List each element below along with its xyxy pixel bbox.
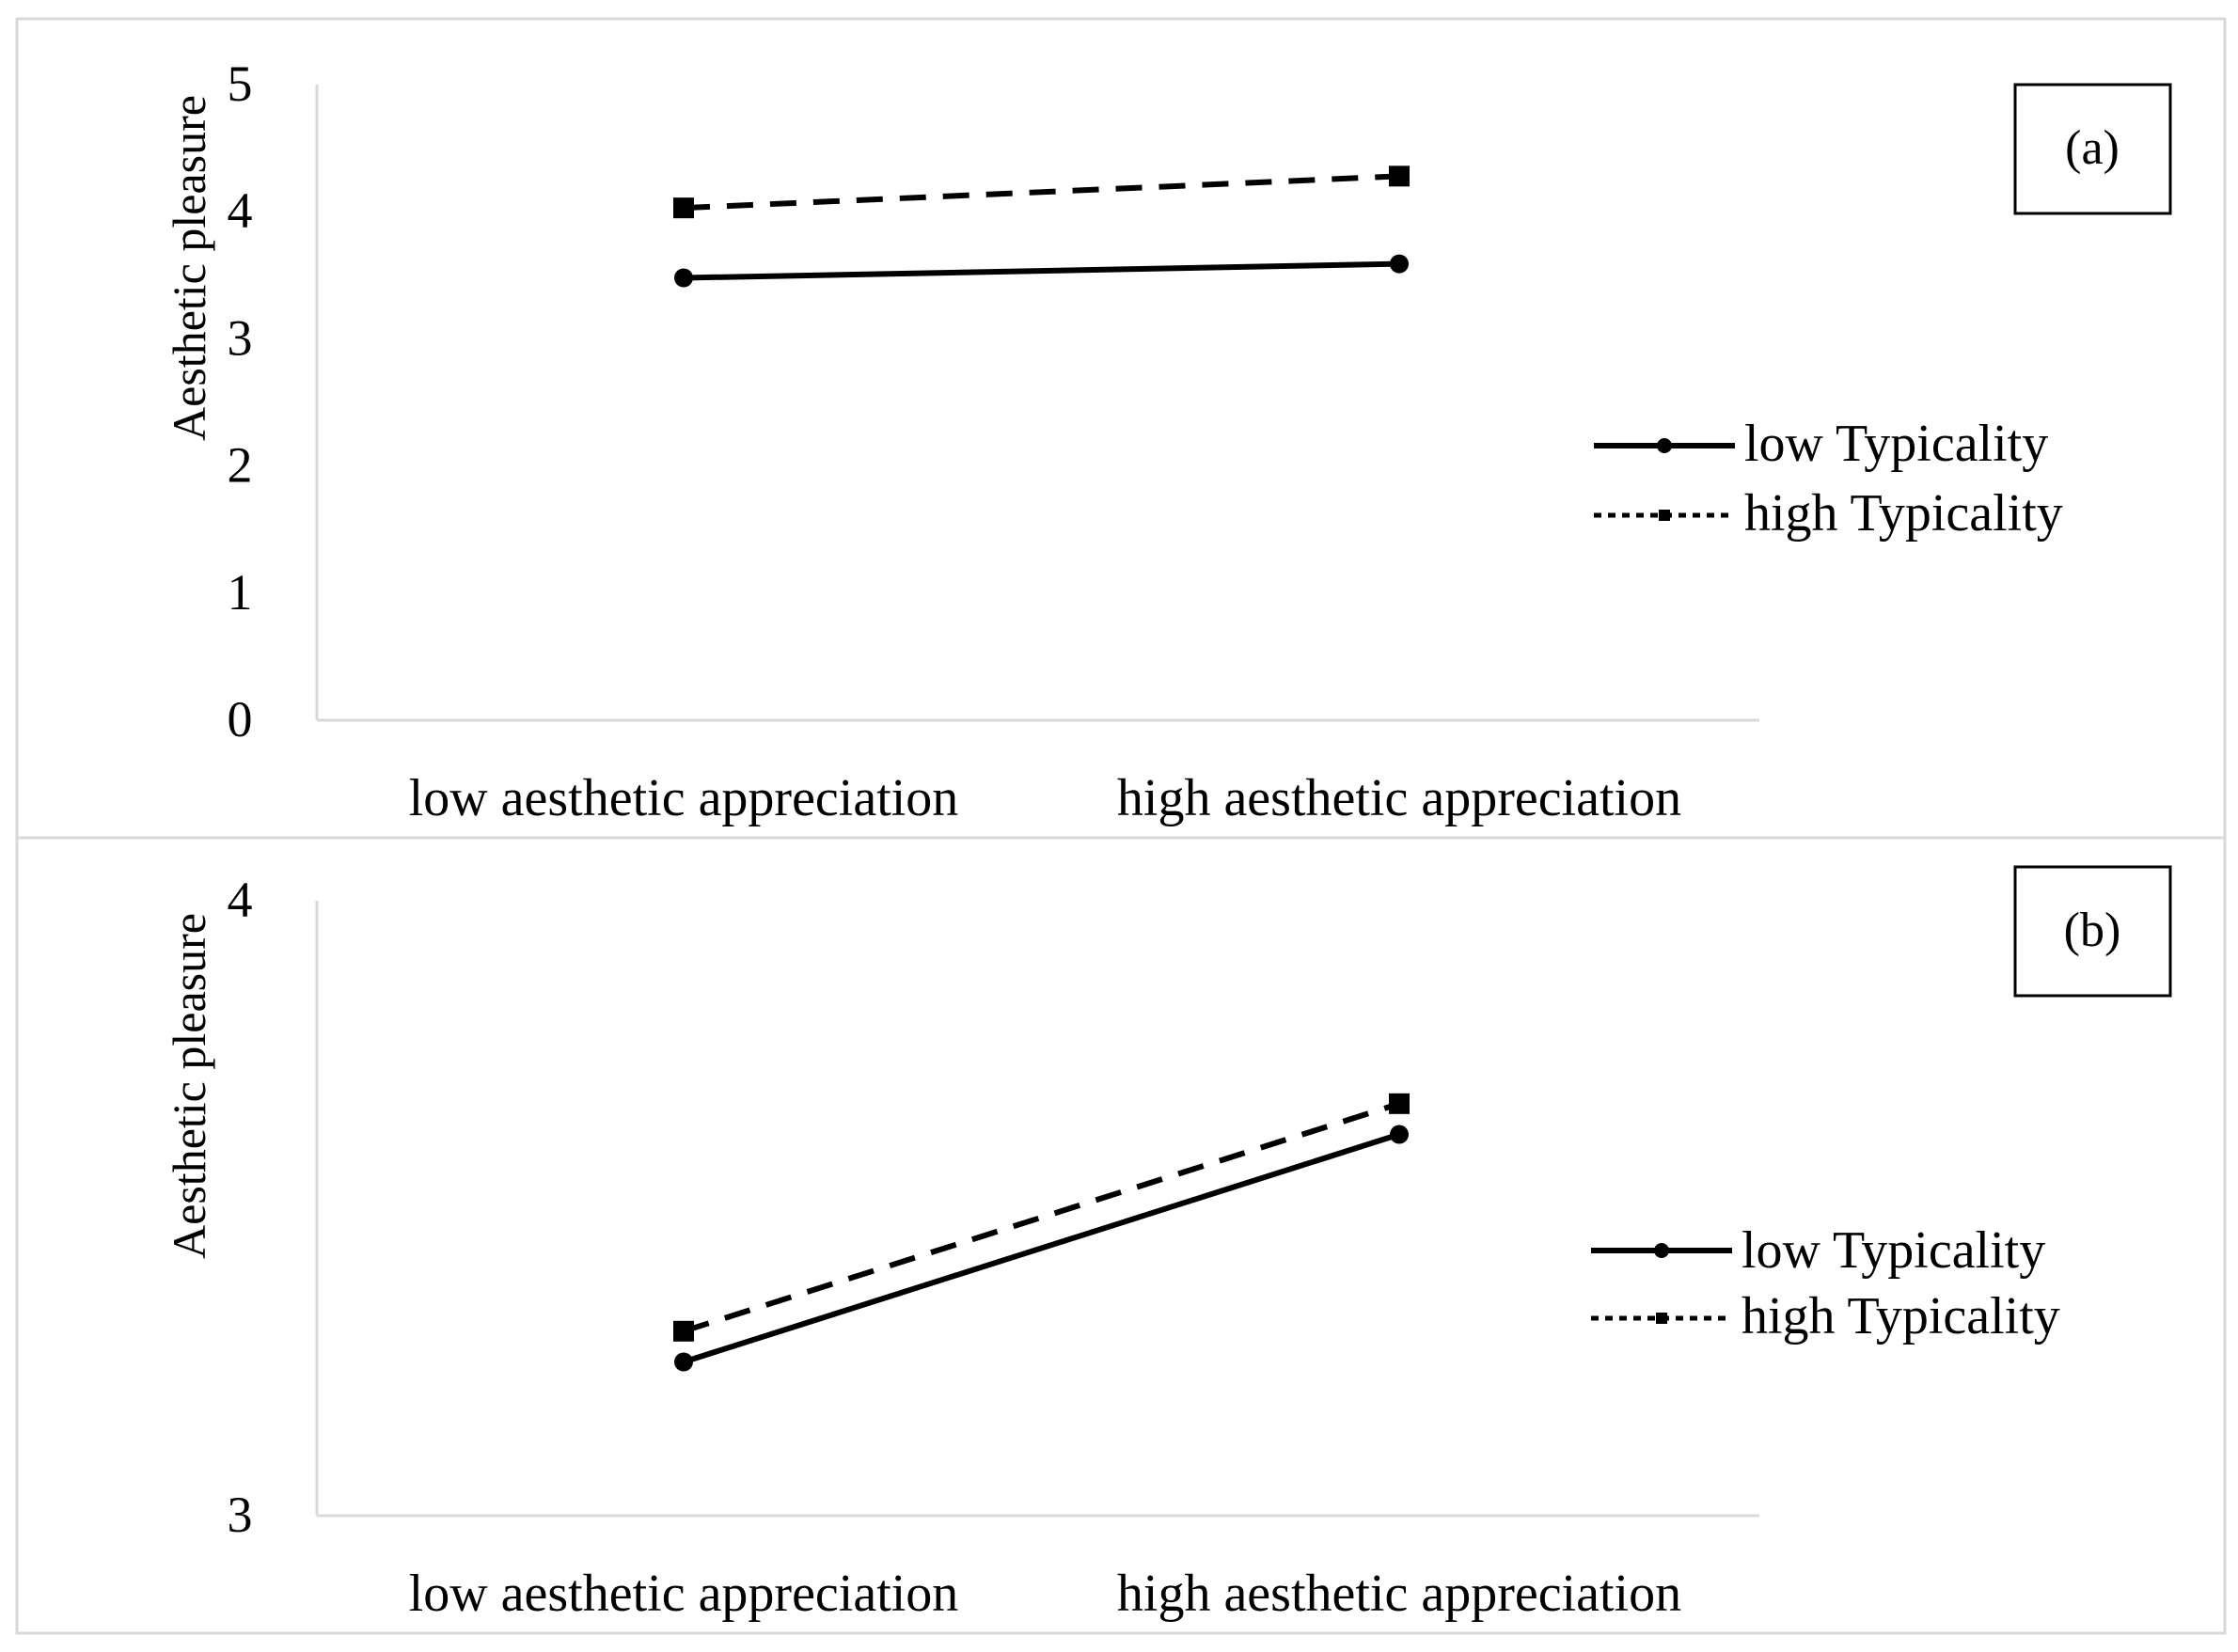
panel-a-data-point-low-typicality: [1390, 254, 1409, 274]
panel-b-legend: low Typicality high Typicality: [1591, 1221, 2060, 1345]
panel-b-legend-marker-low-typicality: [1654, 1243, 1669, 1258]
panel-a-legend-marker-low-typicality: [1657, 438, 1672, 453]
panel-a-legend-marker-high-typicality: [1659, 510, 1670, 521]
panel-a-y-tick-label: 2: [228, 437, 253, 494]
panel-a-x-tick-label: high aesthetic appreciation: [1117, 769, 1681, 827]
panel-b-legend-label-high-typicality: high Typicality: [1742, 1287, 2060, 1345]
panel-b-data-point-high-typicality: [1389, 1093, 1410, 1114]
panel-a-legend-label-low-typicality: low Typicality: [1744, 415, 2048, 473]
panel-a-data-point-high-typicality: [673, 197, 694, 219]
panel-b-y-tick-label: 3: [228, 1487, 253, 1543]
panel-b-series-line-low-typicality: [683, 1131, 1400, 1365]
chart-panel-a: Aesthetic pleasure 0 1 2 3 4 5 low aesthetic …: [15, 17, 2227, 840]
panel-a-y-axis-label: Aesthetic pleasure: [163, 95, 215, 441]
panel-a-series-line-low-typicality: [683, 260, 1400, 281]
panel-b-label: (b): [2064, 904, 2121, 957]
panel-b-y-tick-label: 4: [228, 872, 253, 928]
panel-b-x-tick-label: low aesthetic appreciation: [409, 1565, 959, 1623]
panel-a-y-tick-label: 1: [228, 564, 253, 621]
panel-a-y-tick-label: 0: [228, 691, 253, 747]
panel-b-frame: [15, 836, 2227, 1635]
panel-b-data-point-low-typicality: [1390, 1125, 1409, 1144]
panel-b-data-point-high-typicality: [673, 1320, 694, 1342]
panel-a-data-point-low-typicality: [674, 268, 693, 288]
panel-b-legend-label-low-typicality: low Typicality: [1742, 1221, 2045, 1280]
panel-b-label-box: [2013, 865, 2172, 998]
panel-a-series-line-high-typicality: [683, 173, 1400, 212]
panel-a-legend-label-high-typicality: high Typicality: [1744, 484, 2063, 543]
panel-b-y-axis-label: Aesthetic pleasure: [163, 913, 215, 1259]
panel-b-series-line-high-typicality: [683, 1100, 1400, 1334]
panel-a-label: (a): [2065, 121, 2120, 175]
panel-a-x-tick-label: low aesthetic appreciation: [409, 769, 959, 827]
panel-b-x-tick-label: high aesthetic appreciation: [1117, 1565, 1681, 1623]
panel-b-data-point-low-typicality: [674, 1352, 693, 1372]
panel-a-y-tick-label: 3: [228, 309, 253, 366]
panel-a-y-tick-label: 4: [228, 182, 253, 239]
panel-a-legend: low Typicality high Typicality: [1594, 415, 2063, 543]
chart-panel-b: Aesthetic pleasure 3 4 low aesthetic appr…: [15, 836, 2227, 1635]
panel-a-y-tick-label: 5: [228, 55, 253, 112]
panel-b-legend-marker-high-typicality: [1656, 1313, 1667, 1324]
panel-a-data-point-high-typicality: [1389, 165, 1410, 187]
panel-a-label-box: [2013, 83, 2172, 215]
